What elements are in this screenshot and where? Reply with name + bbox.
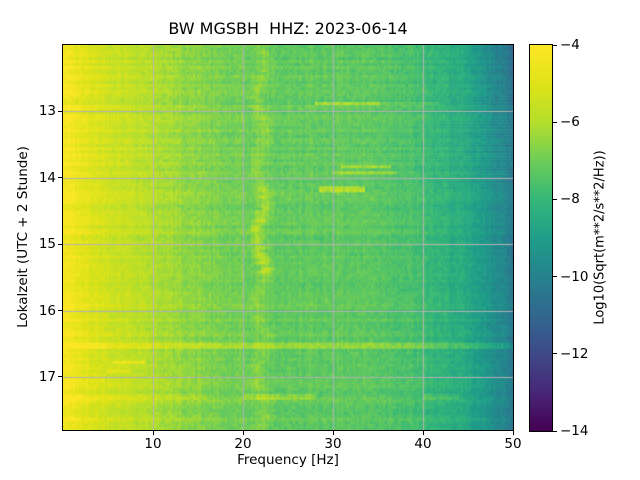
- y-tick: [58, 376, 62, 378]
- x-tick-label: 50: [504, 436, 522, 452]
- x-tick-label: 30: [324, 436, 342, 452]
- colorbar-tick-label: −4: [560, 37, 580, 53]
- x-tick: [152, 431, 154, 435]
- y-tick-label: 14: [38, 169, 56, 186]
- colorbar-gradient: [529, 44, 553, 432]
- y-tick-label: 15: [38, 236, 56, 253]
- colorbar-tick: [553, 276, 557, 278]
- colorbar-tick-label: −14: [560, 423, 589, 439]
- x-tick-label: 10: [144, 436, 162, 452]
- colorbar-tick: [553, 44, 557, 46]
- x-tick: [512, 431, 514, 435]
- x-axis-label: Frequency [Hz]: [237, 452, 339, 468]
- y-tick-label: 13: [38, 103, 56, 120]
- y-tick: [58, 110, 62, 112]
- colorbar-tick-label: −8: [560, 191, 580, 208]
- x-tick: [332, 431, 334, 435]
- x-tick: [242, 431, 244, 435]
- colorbar-label: Log10(Sqrt(m**2/s**2/Hz)): [592, 150, 608, 325]
- colorbar-tick-label: −10: [560, 268, 589, 285]
- colorbar-tick: [553, 198, 557, 200]
- x-tick-label: 40: [414, 436, 432, 452]
- colorbar-tick: [553, 121, 557, 123]
- y-tick-label: 17: [38, 368, 56, 385]
- colorbar-tick: [553, 353, 557, 355]
- x-tick: [422, 431, 424, 435]
- y-tick: [58, 243, 62, 245]
- y-tick: [58, 177, 62, 179]
- colorbar-tick-label: −12: [560, 345, 589, 362]
- plot-title: BW MGSBH HHZ: 2023-06-14: [168, 19, 408, 38]
- x-tick-label: 20: [234, 436, 252, 452]
- spectrogram-heatmap: [62, 44, 514, 431]
- colorbar-tick: [553, 430, 557, 432]
- y-tick: [58, 310, 62, 312]
- colorbar-tick-label: −6: [560, 114, 580, 131]
- y-tick-label: 16: [38, 302, 56, 319]
